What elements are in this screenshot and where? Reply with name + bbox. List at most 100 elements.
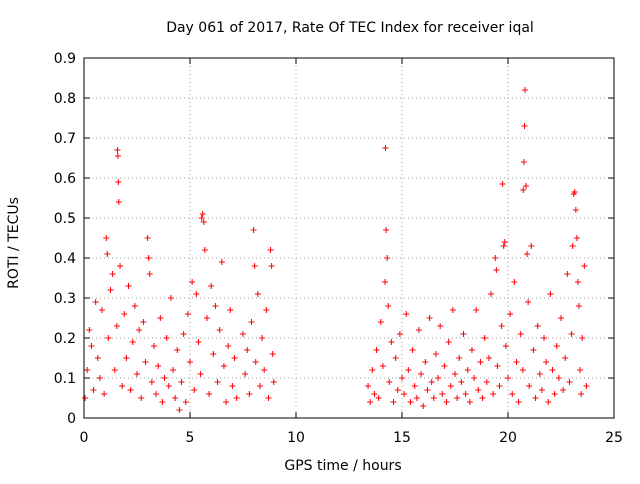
data-point: [191, 387, 198, 393]
data-point: [269, 351, 276, 357]
data-point: [220, 363, 227, 369]
data-point: [558, 315, 564, 321]
data-point: [82, 395, 89, 401]
data-point: [125, 283, 132, 289]
data-point: [473, 307, 480, 313]
data-point: [523, 183, 530, 189]
data-point: [225, 343, 232, 349]
data-point: [248, 319, 255, 325]
data-point: [206, 391, 213, 397]
data-point: [145, 255, 152, 261]
data-point: [195, 339, 202, 345]
data-point: [479, 395, 486, 401]
y-tick-label: 0: [67, 411, 76, 427]
data-point: [138, 395, 145, 401]
data-point: [200, 219, 207, 225]
data-point: [549, 367, 556, 373]
data-point: [178, 379, 185, 385]
data-point: [462, 391, 469, 397]
data-point: [543, 359, 550, 365]
data-point: [114, 153, 121, 159]
data-point: [371, 391, 378, 397]
data-point: [117, 263, 124, 269]
data-point: [578, 391, 585, 397]
data-point: [443, 399, 450, 405]
data-point: [564, 271, 571, 277]
data-point: [541, 335, 548, 341]
data-point: [445, 339, 452, 345]
data-point: [520, 159, 527, 165]
data-point: [94, 355, 101, 361]
data-point: [532, 395, 539, 401]
data-point: [568, 331, 575, 337]
data-point: [155, 363, 162, 369]
data-point: [123, 355, 130, 361]
data-point: [454, 395, 461, 401]
data-point: [530, 347, 537, 353]
data-point: [496, 383, 503, 389]
data-point: [500, 243, 507, 249]
data-point: [252, 359, 259, 365]
data-point: [520, 187, 527, 193]
y-tick-label: 0.2: [54, 331, 76, 347]
data-point: [246, 391, 253, 397]
data-point: [172, 395, 179, 401]
data-point: [375, 395, 382, 401]
data-point: [435, 375, 442, 381]
data-point: [197, 371, 204, 377]
data-point: [86, 327, 93, 333]
data-point: [392, 355, 399, 361]
data-point: [464, 367, 471, 373]
data-point: [187, 359, 193, 365]
data-point: [210, 351, 217, 357]
data-point: [250, 227, 257, 233]
data-point: [468, 347, 475, 353]
data-point: [263, 307, 270, 313]
data-point: [581, 263, 588, 269]
data-point: [490, 391, 497, 397]
data-point: [498, 323, 505, 329]
data-point: [439, 391, 446, 397]
data-point: [113, 323, 120, 329]
grid-lines: [84, 58, 614, 418]
data-point: [240, 331, 246, 337]
data-point: [150, 343, 157, 349]
data-point: [84, 367, 91, 373]
data-point: [569, 243, 576, 249]
data-point: [373, 347, 380, 353]
data-point: [477, 359, 484, 365]
data-point: [103, 235, 110, 241]
data-point: [367, 399, 374, 405]
data-point: [134, 371, 140, 377]
data-point: [136, 327, 143, 333]
data-point: [127, 387, 134, 393]
data-point: [562, 355, 569, 361]
data-point: [456, 355, 463, 361]
data-point: [223, 399, 230, 405]
data-point: [485, 355, 492, 361]
data-point: [148, 379, 155, 385]
data-point: [492, 255, 499, 261]
data-point: [424, 387, 431, 393]
data-point: [121, 311, 128, 317]
data-point: [409, 347, 416, 353]
y-tick-label: 0.1: [54, 371, 76, 387]
plot-frame: [83, 57, 615, 419]
data-point: [471, 375, 478, 381]
data-point: [163, 335, 170, 341]
data-point: [146, 271, 153, 277]
data-point: [129, 339, 136, 345]
data-point: [553, 343, 560, 349]
data-point: [573, 235, 580, 241]
data-point: [144, 235, 151, 241]
data-point: [104, 251, 111, 257]
data-point: [153, 391, 160, 397]
data-point: [507, 311, 514, 317]
data-point: [105, 335, 112, 341]
data-point: [396, 331, 403, 337]
data-point: [212, 303, 219, 309]
data-point: [502, 343, 509, 349]
data-point: [115, 179, 122, 185]
